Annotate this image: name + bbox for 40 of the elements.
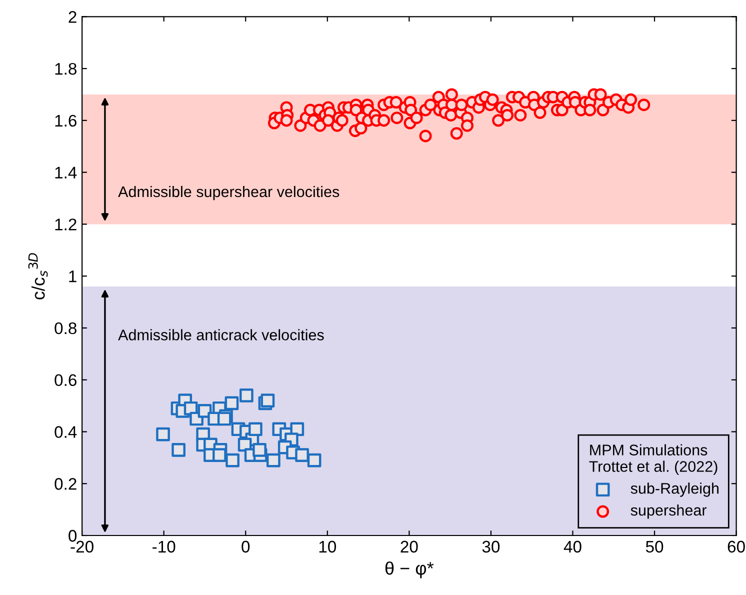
- point: [226, 453, 240, 468]
- x-tick-label: 40: [564, 540, 582, 553]
- point: [307, 453, 322, 468]
- x-tick-label: -10: [152, 540, 176, 553]
- y-tick-label: 0.8: [54, 322, 76, 334]
- point: [156, 427, 170, 442]
- x-axis-title: θ − φ*: [385, 561, 434, 578]
- point: [260, 394, 275, 408]
- x-tick-label: 60: [728, 540, 745, 553]
- legend-label: supershear: [630, 504, 707, 519]
- point: [295, 448, 309, 462]
- point: [217, 412, 232, 426]
- point: [266, 453, 280, 468]
- y-tick-label: 1.6: [55, 114, 76, 127]
- point: [252, 442, 266, 457]
- x-tick-label: 30: [482, 540, 500, 553]
- y-tick-label: 1.2: [55, 218, 76, 230]
- y-tick-label: 0: [68, 530, 77, 542]
- y-tick-label: 0.2: [54, 478, 76, 490]
- band-label: Admissible supershear velocities: [118, 186, 340, 200]
- y-tick-label: 1.8: [55, 62, 76, 75]
- band-label: Admissible anticrack velocities: [118, 329, 324, 340]
- legend-label: sub-Rayleigh: [630, 482, 719, 497]
- x-tick-label: 10: [319, 540, 336, 553]
- y-tick-label: 1.4: [55, 166, 77, 178]
- point: [224, 396, 239, 410]
- point: [240, 388, 254, 402]
- y-tick-label: 0.6: [54, 374, 76, 386]
- legend-title: MPM Simulations Trottet et al. (2022): [589, 444, 718, 475]
- y-tick-label: 1: [69, 270, 76, 282]
- y-tick-label: 0.4: [54, 426, 77, 438]
- point: [248, 422, 262, 436]
- x-tick-label: 0: [242, 540, 250, 553]
- x-tick-label: 20: [400, 540, 418, 553]
- point: [172, 442, 186, 457]
- point: [212, 448, 226, 462]
- y-axis-title: c/c$_{s}$$^{3D}$: [28, 253, 48, 300]
- x-tick-label: 50: [646, 540, 664, 553]
- y-tick-label: 2: [68, 11, 76, 23]
- x-tick-label: -20: [70, 540, 94, 553]
